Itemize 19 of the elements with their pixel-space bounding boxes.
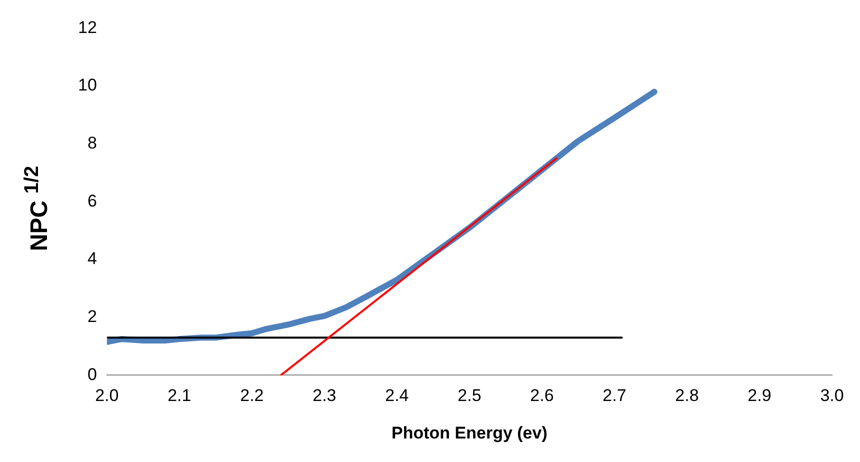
x-tick-label: 2.1: [168, 386, 192, 406]
y-tick-label: 2: [87, 307, 97, 326]
x-tick-label: 2.3: [312, 386, 336, 406]
y-tick-label: 0: [87, 364, 97, 384]
y-tick-label: 12: [78, 18, 97, 37]
x-tick-label: 2.7: [602, 386, 626, 406]
x-tick-label: 2.8: [675, 386, 699, 406]
x-tick-label: 2.9: [748, 386, 772, 406]
y-tick-label: 6: [87, 191, 97, 210]
x-tick-label: 2.6: [530, 386, 554, 406]
x-axis-title: Photon Energy (ev): [392, 423, 548, 442]
y-tick-label: 4: [87, 249, 97, 268]
y-tick-label: 8: [87, 134, 97, 153]
y-tick-label: 10: [78, 76, 97, 95]
x-tick-label: 2.0: [95, 386, 119, 406]
x-tick-label: 2.5: [458, 386, 482, 406]
x-tick-label: 2.2: [240, 386, 264, 406]
x-tick-label: 3.0: [820, 386, 844, 406]
x-tick-label: 2.4: [385, 386, 409, 406]
